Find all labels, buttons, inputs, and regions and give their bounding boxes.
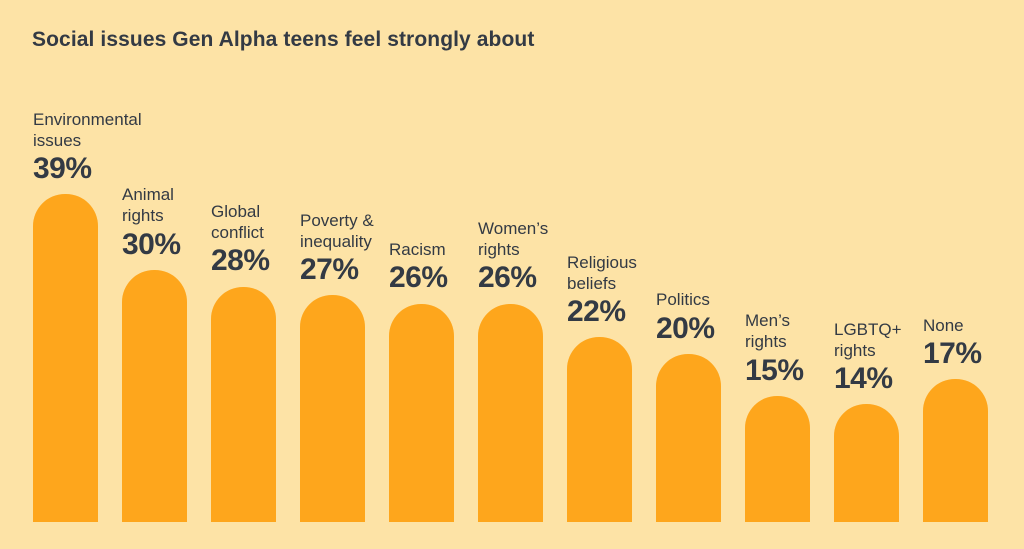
- bar-column: Poverty & inequality 27%: [300, 210, 374, 522]
- bar: [122, 270, 187, 522]
- chart-title: Social issues Gen Alpha teens feel stron…: [32, 28, 535, 51]
- bar-category-label: Racism: [389, 240, 446, 260]
- bar-column: LGBTQ+ rights 14%: [834, 319, 902, 522]
- bar-value-label: 15%: [745, 353, 804, 387]
- bar-category-label: LGBTQ+ rights: [834, 319, 902, 360]
- bar-value-label: 26%: [478, 261, 537, 295]
- bar-value-label: 28%: [211, 244, 270, 278]
- bar: [567, 337, 632, 522]
- bar-category-label: Men’s rights: [745, 311, 791, 352]
- bar-value-label: 39%: [33, 151, 92, 185]
- bar: [923, 379, 988, 522]
- bar-column: Environmental issues 39%: [33, 109, 142, 522]
- bar-column: None 17%: [923, 315, 988, 522]
- bar-column: Politics 20%: [656, 289, 721, 522]
- bar: [745, 396, 810, 522]
- bar-column: Men’s rights 15%: [745, 310, 810, 522]
- bar-category-label: Poverty & inequality: [300, 210, 374, 251]
- bar-column: Women’s rights 26%: [478, 218, 548, 522]
- bar-category-label: Animal rights: [122, 185, 174, 226]
- bar: [211, 286, 276, 522]
- bar-value-label: 17%: [923, 336, 982, 370]
- bar-column: Religious beliefs 22%: [567, 252, 637, 522]
- bar: [656, 354, 721, 522]
- bar-category-label: Global conflict: [211, 202, 264, 243]
- bar-value-label: 26%: [389, 261, 448, 295]
- bar-chart: Environmental issues 39% Animal rights 3…: [33, 109, 988, 522]
- bar-category-label: Environmental issues: [33, 109, 142, 150]
- bar: [300, 295, 365, 522]
- bar-category-label: Politics: [656, 290, 710, 310]
- bar-value-label: 30%: [122, 227, 181, 261]
- bar-category-label: Religious beliefs: [567, 252, 637, 293]
- bar-category-label: None: [923, 315, 964, 335]
- bar-column: Global conflict 28%: [211, 201, 276, 522]
- bar: [389, 303, 454, 522]
- bar: [834, 404, 899, 522]
- bar-category-label: Women’s rights: [478, 218, 549, 260]
- bar-column: Animal rights 30%: [122, 184, 187, 522]
- bar-value-label: 27%: [300, 252, 359, 286]
- bar-column: Racism 26%: [389, 239, 454, 522]
- bar-value-label: 20%: [656, 311, 715, 345]
- bar: [478, 303, 543, 522]
- bar-value-label: 22%: [567, 294, 626, 328]
- bar-value-label: 14%: [834, 361, 893, 395]
- bar: [33, 194, 98, 522]
